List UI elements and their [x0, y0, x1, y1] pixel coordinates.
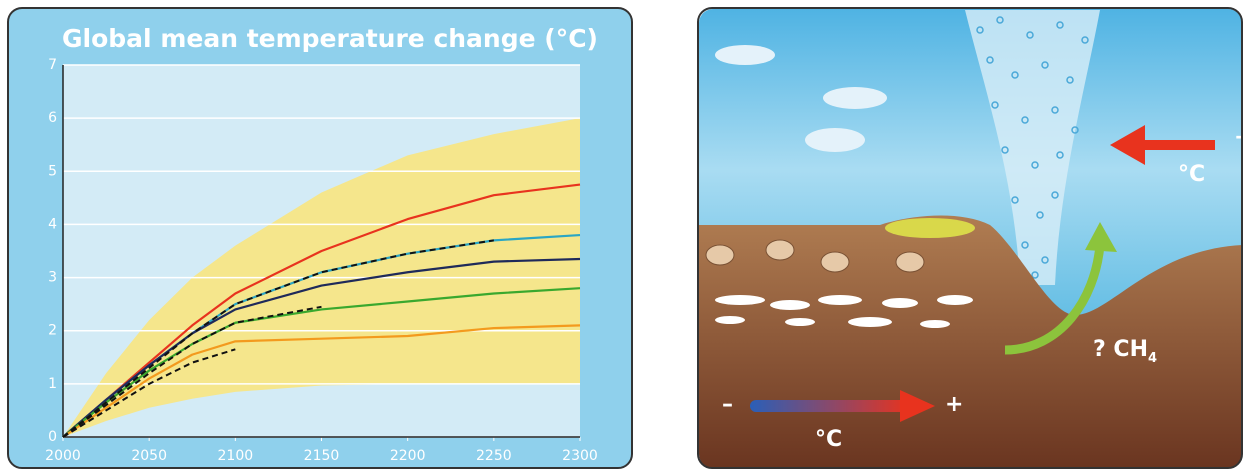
chart-title: Global mean temperature change (°C): [62, 24, 598, 53]
series-line: [62, 257, 581, 438]
x-tick-label: 2300: [562, 448, 598, 464]
y-tick-label: 7: [48, 57, 57, 73]
warming-plus: +: [1234, 125, 1245, 150]
y-tick-label: 0: [48, 429, 57, 445]
scale-unit: °C: [815, 427, 842, 452]
x-tick-label: 2150: [304, 448, 340, 464]
x-tick-label: 2100: [218, 448, 254, 464]
series-line: [62, 348, 236, 438]
scale-plus: +: [945, 392, 963, 417]
scale-minus: –: [722, 392, 733, 417]
x-tick-label: 2050: [131, 448, 167, 464]
series-line: [62, 305, 322, 438]
x-tick-label: 2200: [390, 448, 426, 464]
y-tick-label: 2: [48, 323, 57, 339]
y-tick-label: 4: [48, 216, 57, 232]
illustration: + °C ? CH4 – + °C: [699, 9, 1245, 468]
warming-arrow: [1110, 125, 1215, 165]
methane-label: ? CH4: [1093, 337, 1157, 366]
bubble-plume: [965, 10, 1100, 285]
illustration-border: [697, 7, 1243, 469]
chart: 0 1 2 3 4 5 6 7 2000 2050 2100 2150 2200 2250 2300: [45, 57, 598, 464]
scale-arrowhead: [900, 390, 935, 422]
temperature-scale: [750, 400, 910, 412]
y-tick-label: 6: [48, 110, 57, 126]
hydrate-lenses: [715, 295, 973, 328]
series-line: [62, 239, 494, 438]
methane-text: ? CH: [1093, 337, 1148, 362]
methane-subscript: 4: [1148, 351, 1157, 366]
x-tick-label: 2000: [45, 448, 81, 464]
methane-arrow: [1004, 244, 1105, 355]
fish: [715, 45, 887, 152]
methane-arrowhead: [1085, 222, 1117, 252]
bubbles: [976, 16, 1089, 279]
y-tick-label: 5: [48, 163, 57, 179]
warming-unit: °C: [1178, 162, 1205, 187]
mat: [885, 218, 975, 238]
y-tick-label: 3: [48, 270, 57, 286]
series-line: [62, 324, 581, 438]
clams: [705, 239, 925, 273]
x-tick-label: 2250: [476, 448, 512, 464]
y-tick-label: 1: [48, 376, 57, 392]
